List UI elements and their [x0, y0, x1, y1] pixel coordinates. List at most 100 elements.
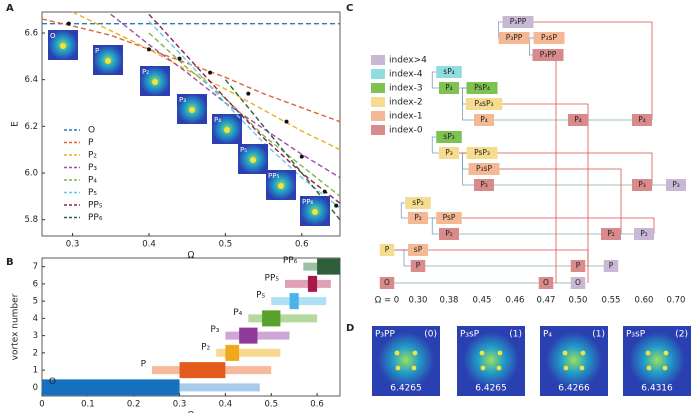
panel-label: C [346, 3, 353, 14]
legend-label: index-1 [389, 112, 423, 122]
node-label: P₃PP [506, 33, 523, 42]
plot-frame [41, 257, 341, 397]
edge [533, 21, 653, 120]
x-tick-label: 0.6 [295, 240, 309, 250]
node-label: sP [414, 245, 423, 254]
node-label: O [543, 278, 549, 287]
state-blob [378, 332, 434, 388]
range-bar [248, 314, 318, 323]
node [466, 82, 498, 94]
stable-bar [262, 310, 281, 327]
image-label: P₄ [543, 330, 552, 340]
thumbnail-label: PP₆ [302, 198, 313, 206]
node-label: O [575, 278, 581, 287]
node-label: P₃ [480, 180, 488, 189]
bar-label: PP₅ [265, 273, 280, 283]
node-label: sP₃ [443, 132, 454, 141]
node [570, 260, 586, 272]
node-label: PsP₄ [474, 83, 490, 92]
omega-label: 0.60 [635, 296, 654, 306]
node-label: O [384, 278, 390, 287]
node [533, 32, 565, 44]
marker [66, 21, 71, 26]
bar-label: P₅ [256, 291, 265, 301]
state-blob [463, 332, 519, 388]
thumbnail-label: P [95, 47, 99, 55]
omega-label: 0.45 [473, 296, 492, 306]
node [436, 66, 462, 78]
y-tick-label: 0 [33, 383, 38, 393]
legend-label: P₄ [88, 176, 97, 186]
y-tick-label: 6.6 [24, 29, 38, 39]
range-bar [216, 348, 281, 357]
node-label: P₃ [638, 180, 646, 189]
node [439, 82, 459, 94]
omega-label: 0.30 [409, 296, 428, 306]
thumbnail-core [224, 127, 230, 133]
line-series [148, 32, 341, 197]
thumbnail-label: P₄ [214, 116, 221, 124]
image-label: P₃PP [375, 330, 395, 340]
x-tick-label: 0.2 [127, 400, 141, 410]
node [405, 197, 431, 209]
legend-swatch [371, 83, 385, 93]
node [466, 147, 498, 159]
bar-label: O [49, 377, 56, 387]
y-tick-label: 5 [33, 297, 38, 307]
y-tick-label: 6 [33, 279, 38, 289]
x-tick-label: 0.4 [142, 240, 156, 250]
thumbnail-label: P₂ [142, 68, 149, 76]
node-label: P₂ [414, 213, 422, 222]
legend-label: index-3 [389, 84, 423, 94]
legend-label: P₅ [88, 188, 97, 198]
x-tick-label: 0.6 [310, 400, 324, 410]
node [410, 260, 426, 272]
vortex [412, 350, 418, 356]
image-label: P₃sP [626, 330, 646, 340]
node-label: P₃ [672, 180, 680, 189]
node [379, 277, 395, 289]
stable-bar [307, 275, 318, 292]
image-index: (0) [424, 330, 437, 340]
bar-label: P [141, 360, 147, 370]
marker [334, 203, 339, 208]
x-axis-label: Ω [188, 411, 195, 413]
legend-label: P [88, 138, 94, 148]
line-series [148, 20, 341, 209]
thumbnail-core [189, 107, 195, 113]
thumbnail-label: O [50, 32, 56, 40]
y-tick-label: 3 [33, 331, 38, 341]
thumbnail-core [105, 58, 111, 64]
vortex [580, 350, 586, 356]
node-label: P₂ [640, 229, 648, 238]
node-label: P₄ [480, 115, 488, 124]
node [408, 212, 428, 224]
node-label: P₄ [574, 115, 582, 124]
node [532, 49, 564, 61]
node [474, 114, 494, 126]
line-series [72, 11, 341, 151]
legend-label: index-2 [389, 98, 423, 108]
node-label: P₂ [607, 229, 615, 238]
node [538, 277, 554, 289]
node-label: P [416, 261, 421, 270]
node [498, 32, 530, 44]
omega-label: 0.55 [602, 296, 621, 306]
panel-label: B [6, 257, 14, 268]
y-axis-label: vortex number [11, 293, 21, 360]
vortex [480, 365, 486, 371]
legend-label: O [88, 126, 95, 136]
node [465, 98, 503, 110]
x-tick-label: 0.3 [66, 240, 80, 250]
node-label: P₃ [445, 148, 453, 157]
omega-label: 0.50 [569, 296, 588, 306]
node [436, 212, 462, 224]
edge [394, 249, 589, 283]
bar-label: P₄ [233, 308, 242, 318]
node [570, 277, 586, 289]
node-label: P₃sP [476, 164, 492, 173]
x-tick-label: 0.3 [173, 400, 187, 410]
node [632, 179, 652, 191]
marker [208, 70, 213, 75]
node-label: P₃PP [510, 17, 527, 26]
